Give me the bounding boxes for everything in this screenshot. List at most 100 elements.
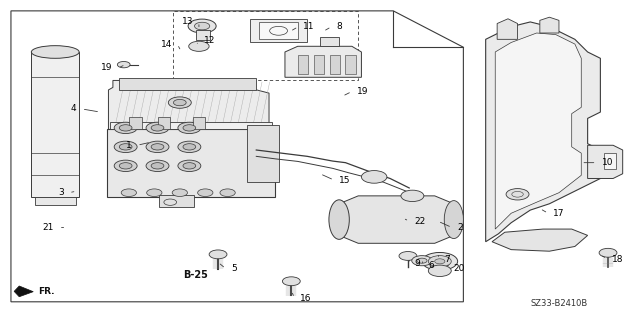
Text: 13: 13	[182, 18, 194, 26]
Circle shape	[146, 122, 169, 134]
Circle shape	[282, 277, 300, 286]
Bar	[246, 125, 278, 182]
Circle shape	[121, 189, 136, 197]
Circle shape	[195, 22, 210, 30]
Circle shape	[412, 256, 432, 266]
Polygon shape	[108, 80, 269, 130]
Polygon shape	[320, 37, 339, 46]
Circle shape	[599, 249, 617, 257]
Text: 7: 7	[444, 255, 450, 263]
Circle shape	[183, 163, 196, 169]
Circle shape	[198, 189, 213, 197]
Ellipse shape	[329, 200, 349, 239]
Circle shape	[146, 160, 169, 172]
Text: 12: 12	[204, 36, 216, 45]
Text: SZ33-B2410B: SZ33-B2410B	[531, 299, 588, 308]
Circle shape	[183, 125, 196, 131]
Bar	[604, 153, 616, 169]
Circle shape	[119, 125, 132, 131]
Circle shape	[401, 190, 424, 202]
Circle shape	[119, 144, 132, 150]
Text: 18: 18	[612, 255, 623, 263]
Bar	[35, 197, 76, 205]
Text: 5: 5	[231, 264, 237, 273]
Circle shape	[435, 259, 445, 264]
Polygon shape	[495, 33, 581, 229]
Text: 9: 9	[414, 259, 420, 268]
Text: 19: 19	[357, 87, 369, 96]
Polygon shape	[259, 22, 298, 39]
Bar	[157, 117, 170, 130]
Text: 3: 3	[58, 188, 64, 197]
Text: 1: 1	[126, 141, 132, 150]
Polygon shape	[250, 19, 307, 42]
Ellipse shape	[444, 201, 463, 239]
Circle shape	[172, 189, 188, 197]
Bar	[298, 55, 308, 74]
Circle shape	[428, 265, 451, 277]
Text: 6: 6	[428, 261, 434, 270]
Text: 19: 19	[101, 63, 113, 72]
Text: 15: 15	[339, 175, 351, 185]
Polygon shape	[497, 19, 518, 39]
Text: 11: 11	[303, 22, 315, 31]
Circle shape	[114, 122, 137, 134]
Circle shape	[114, 160, 137, 172]
Text: FR.: FR.	[38, 287, 55, 296]
Circle shape	[178, 160, 201, 172]
Text: 14: 14	[161, 40, 172, 48]
Polygon shape	[540, 17, 559, 33]
Circle shape	[146, 141, 169, 152]
Bar	[330, 55, 340, 74]
Bar	[31, 52, 79, 197]
Circle shape	[168, 97, 191, 108]
Bar	[193, 117, 205, 130]
Polygon shape	[285, 46, 362, 77]
Text: 2: 2	[457, 223, 463, 232]
Circle shape	[183, 144, 196, 150]
Ellipse shape	[31, 46, 79, 58]
Circle shape	[117, 62, 130, 68]
Bar	[346, 55, 356, 74]
Circle shape	[178, 141, 201, 152]
Circle shape	[422, 252, 458, 270]
Polygon shape	[492, 229, 588, 251]
Circle shape	[209, 250, 227, 259]
Bar	[129, 117, 141, 130]
Text: 20: 20	[454, 264, 465, 273]
Bar	[119, 78, 256, 90]
Text: B-25: B-25	[183, 270, 208, 280]
Circle shape	[178, 122, 201, 134]
Circle shape	[147, 189, 162, 197]
Circle shape	[151, 163, 164, 169]
Bar	[106, 130, 275, 197]
Circle shape	[362, 171, 387, 183]
Circle shape	[151, 125, 164, 131]
Circle shape	[428, 256, 451, 267]
Text: 10: 10	[602, 158, 613, 167]
Circle shape	[506, 189, 529, 200]
Circle shape	[220, 189, 236, 197]
Polygon shape	[339, 196, 454, 243]
Bar	[159, 195, 195, 207]
Circle shape	[189, 41, 209, 51]
Text: 22: 22	[414, 217, 426, 226]
Circle shape	[173, 100, 186, 106]
Circle shape	[188, 19, 216, 33]
Circle shape	[114, 141, 137, 152]
Circle shape	[151, 144, 164, 150]
Circle shape	[417, 258, 427, 263]
Circle shape	[119, 163, 132, 169]
Text: 8: 8	[337, 22, 342, 31]
Text: 16: 16	[300, 293, 311, 302]
Polygon shape	[14, 286, 33, 297]
Text: 17: 17	[553, 209, 564, 218]
Text: 4: 4	[71, 104, 77, 113]
Bar	[109, 122, 272, 130]
Bar	[196, 31, 210, 40]
Bar	[314, 55, 324, 74]
Polygon shape	[486, 22, 600, 242]
Text: 21: 21	[42, 223, 54, 232]
Circle shape	[399, 251, 417, 260]
Polygon shape	[588, 145, 623, 178]
